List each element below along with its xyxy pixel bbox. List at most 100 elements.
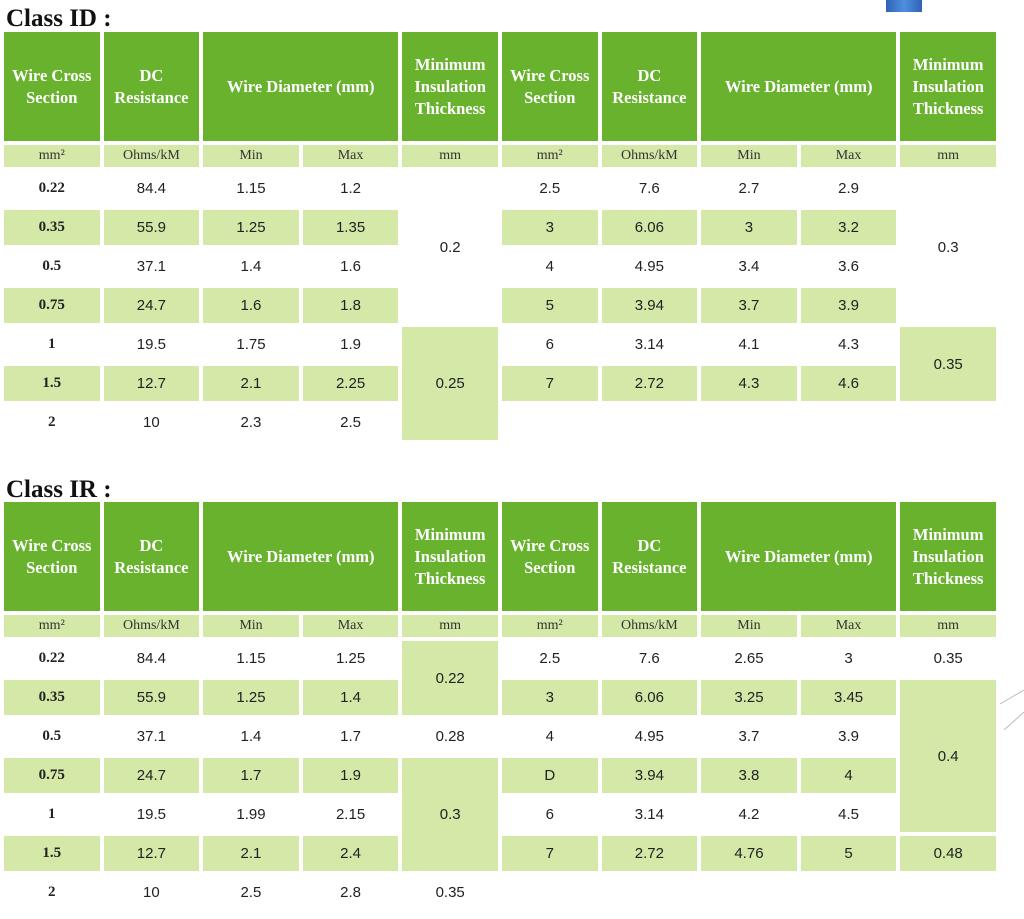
unit-label: mm² — [4, 615, 100, 637]
table-cell: 1.2 — [340, 180, 361, 197]
table-row: 0.22 84.4 1.15 1.2 0.2 2.5 7.6 2.7 2.9 0… — [4, 171, 996, 256]
class-ir-title: Class IR : — [6, 476, 112, 503]
table-cell: 7.6 — [638, 650, 660, 667]
table-cell: 1.99 — [236, 806, 266, 823]
col-header-wire-diameter: Wire Diameter (mm) — [701, 502, 897, 611]
table-cell: 19.5 — [136, 806, 166, 823]
table-cell: 3.25 — [734, 689, 764, 706]
insulation-cell: 0.3 — [937, 238, 959, 256]
table-cell: 6 — [545, 336, 554, 353]
table-cell: 2 — [48, 884, 56, 900]
table-row: 0.5 37.1 1.4 1.6 4 4.95 3.4 3.6 — [4, 249, 996, 284]
table-cell: 1.7 — [240, 767, 262, 784]
table-cell: 2.5 — [340, 414, 361, 431]
table-cell: 10 — [143, 414, 160, 431]
table-cell: 3 — [844, 650, 853, 667]
table-cell: 2.1 — [240, 375, 262, 392]
table-cell: 2.7 — [738, 180, 760, 197]
table-cell: 0.22 — [38, 650, 65, 666]
table-cell: 2.1 — [240, 845, 262, 862]
table-row: 1 19.5 1.99 2.15 6 3.14 4.2 4.5 — [4, 797, 996, 832]
col-header-wire-cross-section: Wire Cross Section — [501, 502, 598, 611]
table-cell: 4 — [545, 258, 554, 275]
unit-label: Ohms/kM — [601, 145, 698, 167]
table-cell: 4.95 — [634, 258, 664, 275]
table-cell: 4.76 — [734, 845, 764, 862]
table-cell: 2.5 — [539, 180, 561, 197]
table-cell: 2.5 — [240, 884, 262, 901]
unit-label: Ohms/kM — [103, 615, 200, 637]
table-cell — [801, 875, 897, 910]
table-cell: D — [544, 767, 556, 784]
unit-label: mm — [900, 615, 996, 637]
table-cell: 1.75 — [236, 336, 266, 353]
table-cell: 4.3 — [838, 336, 859, 353]
unit-label: mm — [402, 145, 498, 167]
table-row: 2 10 2.5 2.8 0.35 — [4, 875, 996, 910]
table-cell: 24.7 — [136, 297, 166, 314]
table-cell: 3.7 — [738, 728, 760, 745]
unit-label: Min — [701, 145, 797, 167]
unit-label: Max — [800, 145, 897, 167]
class-id-table: Wire Cross Section DC Resistance Wire Di… — [0, 28, 1000, 444]
table-cell: 3 — [545, 219, 554, 236]
table-cell: 1.9 — [340, 767, 361, 784]
insulation-cell: 0.48 — [933, 845, 963, 862]
table-cell: 7.6 — [638, 180, 660, 197]
table-cell: 4.5 — [838, 806, 859, 823]
table-cell: 37.1 — [136, 728, 166, 745]
col-header-wire-cross-section: Wire Cross Section — [4, 502, 100, 611]
table-cell: 3.9 — [838, 728, 859, 745]
table-cell: 1.25 — [236, 219, 266, 236]
table-cell: 6.06 — [634, 219, 664, 236]
table-cell: 7 — [545, 375, 554, 392]
table-row: 0.5 37.1 1.4 1.7 0.28 4 4.95 3.7 3.9 — [4, 719, 996, 754]
table-cell — [502, 405, 598, 440]
table-cell: 2.3 — [240, 414, 262, 431]
table-cell: 2.5 — [539, 650, 561, 667]
unit-label: Ohms/kM — [103, 145, 200, 167]
table-cell — [602, 875, 698, 910]
table-cell: 3.45 — [833, 689, 864, 706]
table-row: 0.35 55.9 1.25 1.4 3 6.06 3.25 3.45 0.4 — [4, 680, 996, 832]
table-cell: 2.9 — [838, 180, 859, 197]
insulation-cell: 0.35 — [435, 884, 465, 901]
table-row: 1 19.5 1.75 1.9 0.25 6 3.14 4.1 4.3 0.35 — [4, 327, 996, 440]
table-cell: 4.2 — [738, 806, 760, 823]
table-cell: 1.4 — [240, 728, 262, 745]
table-cell: 7 — [545, 845, 554, 862]
unit-label: mm² — [501, 615, 598, 637]
table-cell: 0.75 — [38, 767, 65, 783]
table-cell: 3.14 — [634, 336, 664, 353]
table-cell: 6.06 — [634, 689, 664, 706]
table-cell: 3 — [744, 219, 754, 236]
table-cell: 2.8 — [340, 884, 361, 901]
table-cell: 2.72 — [634, 845, 664, 862]
unit-label: mm² — [4, 145, 100, 167]
table-cell: 1.4 — [340, 689, 361, 706]
table-cell: 0.22 — [38, 180, 65, 196]
table-cell: 3.2 — [838, 219, 859, 236]
col-header-min-insulation: Minimum Insulation Thickness — [402, 502, 498, 611]
table-cell: 2.72 — [634, 375, 664, 392]
table-cell: 2.65 — [734, 650, 764, 667]
table-cell: 1 — [48, 336, 56, 352]
table-cell: 4.3 — [738, 375, 760, 392]
table-row: 0.22 84.4 1.15 1.25 0.22 2.5 7.6 2.65 3 … — [4, 641, 996, 715]
col-header-dc-resistance: DC Resistance — [103, 502, 200, 611]
table-cell: 0.75 — [38, 297, 65, 313]
table-cell: 0.35 — [38, 219, 65, 235]
table-cell: 4.1 — [738, 336, 760, 353]
table-cell: 6 — [545, 806, 554, 823]
table-cell — [602, 405, 698, 440]
unit-label: Min — [701, 615, 797, 637]
col-header-wire-cross-section: Wire Cross Section — [4, 32, 100, 141]
table-cell: 1.5 — [42, 375, 62, 391]
table-cell: 1.7 — [340, 728, 361, 745]
insulation-cell: 0.25 — [402, 327, 498, 440]
insulation-cell: 0.3 — [402, 758, 498, 871]
table-cell: 4.6 — [838, 375, 859, 392]
col-header-wire-cross-section: Wire Cross Section — [501, 32, 598, 141]
table-cell: 5 — [844, 845, 853, 862]
table-cell: 1.25 — [335, 650, 366, 667]
